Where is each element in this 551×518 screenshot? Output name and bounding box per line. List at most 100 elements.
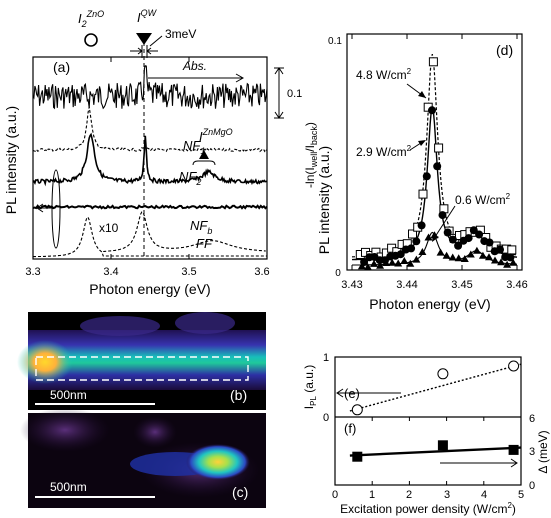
ef-xtick-5: 5 — [518, 489, 524, 501]
circle-marker — [496, 245, 504, 254]
panel-d-markers — [355, 57, 518, 271]
ef-xtick-2: 2 — [406, 489, 412, 501]
f-ytick-3: 3 — [529, 446, 535, 458]
qw-marker-triangle — [136, 33, 152, 45]
panel-d-ytick-bottom: 0 — [335, 268, 341, 279]
panel-a-xtick-3: 3.5 — [181, 266, 196, 278]
e-ylabel: IPL (a.u.) — [302, 365, 318, 409]
panel-c: 500nm (c) — [20, 408, 266, 508]
triangle-marker — [472, 246, 481, 254]
panel-a-letter: (a) — [53, 59, 70, 75]
e-ytick-0: 0 — [323, 412, 329, 424]
mev-label: 3meV — [165, 27, 196, 41]
f-data-point — [437, 440, 448, 451]
panel-c-letter: (c) — [232, 484, 248, 500]
power-2.9-label: 2.9 W/cm2 — [356, 144, 412, 159]
panel-d-ylabel-right: -ln(Iwell/Iback) — [303, 122, 319, 188]
e-ytick-1: 1 — [323, 352, 329, 364]
panel-d-xtick-3: 3.45 — [451, 279, 472, 291]
power-0.6-pointer — [432, 205, 456, 241]
ef-xtick-4: 4 — [481, 489, 487, 501]
panel-f-letter: (f) — [344, 421, 356, 436]
circle-marker — [485, 238, 494, 247]
ff-spectrum — [33, 216, 267, 258]
e-data-point — [351, 404, 363, 416]
mev-bracket — [130, 35, 163, 58]
abs-scale-bar — [274, 67, 284, 119]
circle-marker — [428, 106, 436, 115]
panel-d-frame — [346, 33, 523, 271]
panel-d-xtick-2: 3.44 — [396, 279, 417, 291]
circle-marker — [448, 235, 457, 244]
power-0.6-label: 0.6 W/cm2 — [455, 192, 511, 207]
panel-b-hotspot — [17, 340, 73, 384]
nf1-label: NF1 — [183, 138, 205, 156]
panel-d-xlabel: Photon energy (eV) — [369, 296, 490, 312]
panel-d-letter: (d) — [496, 42, 513, 58]
znmgo-bracket — [192, 160, 216, 166]
i2zno-label: I2ZnO — [78, 9, 104, 29]
nfb-spectrum — [32, 204, 268, 210]
panel-b-dashed-box — [35, 356, 249, 381]
triangle-marker — [478, 251, 487, 259]
circle-marker — [407, 244, 416, 253]
f-ylabel: Δ (meV) — [536, 430, 550, 473]
nf2-spectrum — [32, 132, 268, 187]
triangle-marker — [424, 233, 433, 241]
circle-marker — [506, 253, 515, 262]
triangle-marker — [491, 256, 499, 264]
panel-d-xtick-1: 3.43 — [341, 279, 362, 291]
e-data-point — [437, 368, 449, 380]
triangle-marker — [509, 258, 518, 266]
nfb-label: NFb — [190, 218, 212, 236]
ef-xtick-1: 1 — [369, 489, 375, 501]
e-data-point — [508, 360, 520, 372]
ff-x10-spectrum — [103, 211, 266, 253]
circle-marker — [417, 221, 426, 230]
panel-d-xticks — [351, 34, 518, 270]
square-marker — [408, 229, 417, 239]
circle-marker — [469, 226, 478, 235]
znmgo-marker-triangle — [199, 150, 209, 159]
triangle-marker — [460, 255, 469, 262]
e-fit-line — [349, 363, 522, 412]
triangle-marker — [406, 259, 415, 267]
ef-xlabel: Excitation power density (W/cm2) — [340, 501, 516, 516]
abs-spectrum — [32, 65, 268, 110]
circle-marker — [433, 162, 442, 171]
panel-a-xlabel: Photon energy (eV) — [89, 281, 210, 297]
triangle-marker — [485, 253, 493, 261]
circle-marker — [443, 228, 452, 237]
triangle-marker — [400, 257, 409, 264]
nf1-spectrum — [32, 106, 268, 153]
triangle-marker — [436, 248, 445, 256]
square-marker — [428, 57, 438, 67]
circle-marker — [475, 230, 484, 239]
circle-marker — [396, 250, 405, 259]
triangle-marker — [454, 254, 463, 262]
f-ytick-0: 0 — [529, 480, 535, 492]
square-marker — [507, 245, 517, 255]
triangle-marker — [412, 255, 421, 263]
square-marker — [418, 189, 428, 199]
abs-label: Abs. — [182, 59, 207, 73]
panel-ef-marks — [349, 360, 522, 462]
f-fit-line — [349, 446, 522, 457]
left-oval — [51, 169, 61, 249]
panel-a: 3.3 3.4 3.5 3.6 Photon energy (eV) PL in… — [3, 8, 302, 297]
circle-marker — [454, 241, 463, 250]
ff-label: FF — [196, 236, 213, 251]
panel-a-xtick-2: 3.4 — [103, 266, 118, 278]
x10-label: x10 — [99, 221, 119, 235]
triangle-marker — [382, 259, 391, 266]
panel-ef-ticks — [334, 417, 522, 485]
f-data-point — [508, 444, 519, 455]
square-marker — [434, 143, 444, 153]
triangle-marker — [466, 250, 475, 258]
panel-d: 3.43 3.44 3.45 3.46 Photon energy (eV) 0… — [303, 33, 528, 312]
triangle-marker — [448, 253, 457, 261]
triangle-marker — [370, 259, 378, 267]
panel-a-xticks — [32, 57, 268, 259]
triangle-marker — [418, 248, 427, 255]
